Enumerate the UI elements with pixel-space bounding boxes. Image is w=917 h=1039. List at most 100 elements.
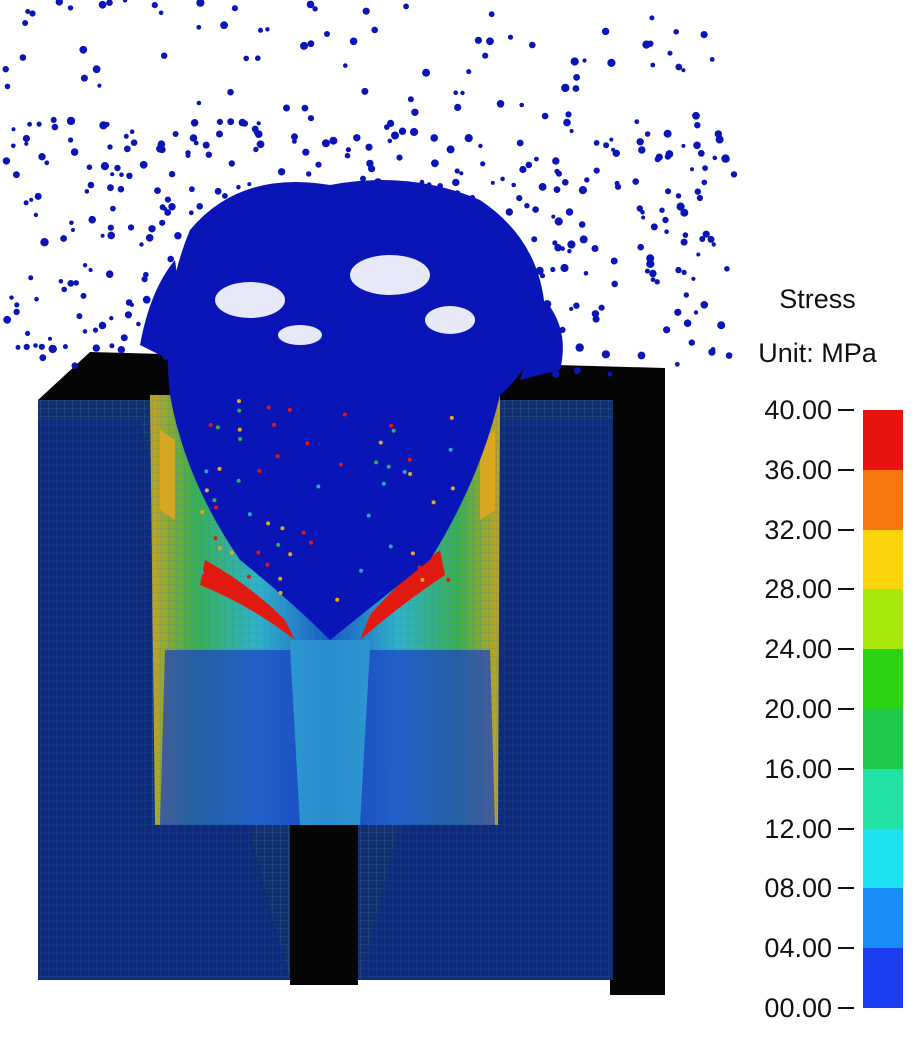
particle — [2, 157, 11, 165]
particle — [256, 121, 261, 126]
particle — [297, 217, 302, 222]
particle — [526, 321, 532, 327]
particle — [361, 87, 369, 95]
particle — [647, 40, 654, 47]
particle — [34, 192, 42, 200]
particle — [342, 317, 347, 322]
particle — [700, 301, 709, 309]
particle — [256, 211, 265, 220]
particle — [92, 344, 101, 352]
particle — [51, 123, 59, 131]
particle — [524, 203, 530, 209]
particle-speck — [309, 540, 313, 545]
particle — [302, 242, 311, 251]
particle — [324, 31, 330, 37]
particle — [114, 164, 121, 172]
particle — [145, 234, 154, 242]
particle — [675, 63, 683, 71]
particle — [214, 187, 222, 195]
particle — [491, 266, 496, 272]
particle — [603, 142, 610, 149]
particle-speck — [389, 423, 394, 428]
particle — [474, 36, 482, 44]
particle-speck — [256, 550, 261, 555]
particle — [316, 311, 321, 316]
particle — [107, 144, 113, 150]
particle — [649, 15, 655, 21]
particle — [253, 263, 261, 272]
particle — [306, 203, 315, 212]
particle — [79, 45, 88, 54]
particle — [291, 133, 298, 141]
particle — [254, 130, 263, 139]
particle — [164, 196, 171, 203]
particle — [379, 335, 385, 342]
legend-unit: Unit: MPa — [758, 338, 877, 368]
legend-tick-label: 12.00 — [764, 813, 832, 844]
particle-speck — [236, 478, 241, 483]
particle — [254, 188, 259, 193]
color-bar — [863, 410, 903, 1009]
particle — [353, 134, 361, 142]
particle — [2, 66, 9, 73]
particle — [411, 108, 419, 117]
particle — [9, 295, 14, 300]
particle — [344, 152, 351, 159]
particle — [674, 308, 682, 316]
particle — [724, 266, 730, 272]
legend-tick-mark — [838, 409, 854, 411]
particle — [659, 207, 665, 213]
particle-speck — [448, 447, 453, 452]
particle — [501, 344, 507, 350]
particle — [707, 235, 715, 243]
particle-speck — [342, 412, 347, 417]
color-bar-segment — [863, 709, 903, 770]
particle — [190, 119, 199, 127]
legend-tick-mark — [838, 767, 854, 770]
particle — [345, 147, 351, 153]
particle — [220, 358, 226, 363]
particle-speck — [247, 512, 252, 517]
particle — [374, 178, 382, 187]
particle-speck — [208, 423, 213, 427]
particle — [525, 161, 533, 169]
particle — [211, 342, 218, 349]
particle-speck — [388, 544, 393, 549]
particle — [297, 266, 303, 272]
color-bar-segment — [863, 410, 903, 471]
particle — [389, 338, 396, 346]
particle — [654, 156, 661, 163]
particle — [569, 306, 574, 311]
particle — [442, 355, 447, 360]
particle — [67, 280, 75, 287]
particle — [542, 304, 548, 311]
particle — [172, 340, 177, 345]
particle — [516, 139, 524, 147]
particle — [168, 170, 176, 178]
particle — [667, 50, 673, 56]
particle — [452, 178, 460, 187]
particle — [87, 181, 95, 189]
particle — [24, 141, 29, 146]
color-bar-segment — [863, 469, 903, 531]
particle — [123, 145, 131, 153]
particle — [322, 243, 328, 248]
legend-tick-mark — [838, 468, 854, 471]
particle — [227, 88, 234, 96]
particle — [71, 362, 79, 370]
particle — [336, 349, 342, 354]
particle-speck — [265, 562, 270, 567]
particle — [389, 185, 394, 191]
particle — [692, 111, 700, 120]
particle — [97, 83, 102, 88]
particle — [119, 172, 124, 177]
particle — [391, 131, 399, 140]
particle — [362, 7, 370, 15]
particle — [551, 214, 556, 219]
particle — [19, 54, 27, 61]
particle — [529, 41, 536, 49]
particle — [38, 343, 45, 350]
particle — [203, 351, 213, 360]
particle — [88, 215, 96, 224]
